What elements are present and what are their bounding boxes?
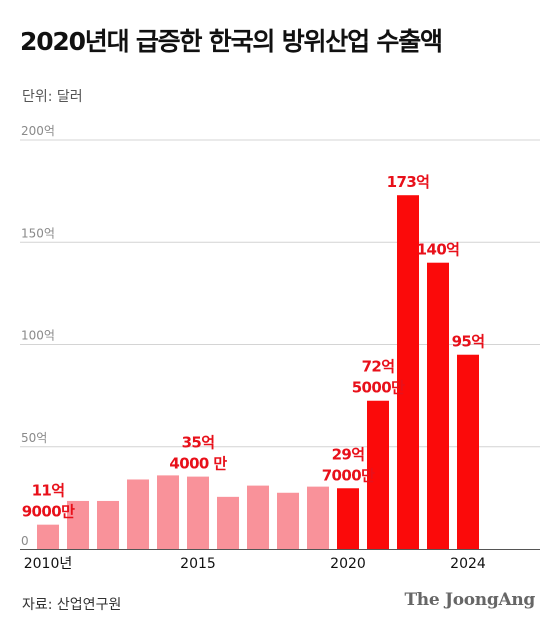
unit-label: 단위: 달러 xyxy=(22,89,83,105)
bar-2023 xyxy=(427,262,449,549)
x-tick-label: 2024 xyxy=(450,556,486,572)
bar-2021 xyxy=(367,400,389,549)
data-label: 5000만 xyxy=(352,379,405,397)
y-tick-label: 100억 xyxy=(21,329,55,343)
data-label: 11억 xyxy=(32,482,65,500)
y-tick-label: 150억 xyxy=(21,226,55,240)
data-label: 35억 xyxy=(182,434,215,452)
bar-2011 xyxy=(67,500,89,549)
brand-logo: The JoongAng xyxy=(404,590,535,610)
bar-2024 xyxy=(457,354,479,549)
bar-2018 xyxy=(277,492,299,549)
bar-2019 xyxy=(307,486,329,549)
bar-2022 xyxy=(397,195,419,549)
data-label: 95억 xyxy=(452,333,485,351)
bar-2016 xyxy=(217,496,239,549)
data-label: 4000 만 xyxy=(169,455,227,473)
x-tick-label: 2020 xyxy=(330,556,366,572)
bar-2015 xyxy=(187,476,209,549)
data-label: 140억 xyxy=(417,241,460,259)
bar-2020 xyxy=(337,488,359,549)
y-tick-label: 200억 xyxy=(21,124,55,138)
bar-chart: 0 50억 100억 150억 200억 2010년 2015 2020 2024 11억 9000… xyxy=(20,124,540,572)
bar-2012 xyxy=(97,500,119,549)
x-tick-label: 2015 xyxy=(180,556,216,572)
data-label: 9000만 xyxy=(22,503,75,521)
bar-2014 xyxy=(157,475,179,549)
x-tick-label: 2010년 xyxy=(24,556,73,572)
data-label: 29억 xyxy=(332,445,365,463)
bar-2017 xyxy=(247,485,269,549)
source-text: 자료: 산업연구원 xyxy=(22,597,122,613)
bar-2010 xyxy=(37,524,59,549)
data-label: 173억 xyxy=(387,173,430,191)
y-tick-label: 0 xyxy=(21,534,29,548)
data-label: 7000만 xyxy=(322,466,375,484)
bar-2013 xyxy=(127,479,149,549)
page-title: 2020년대 급증한 한국의 방위산업 수출액 xyxy=(20,27,443,56)
y-tick-label: 50억 xyxy=(21,431,47,445)
data-label: 72억 xyxy=(362,358,395,376)
